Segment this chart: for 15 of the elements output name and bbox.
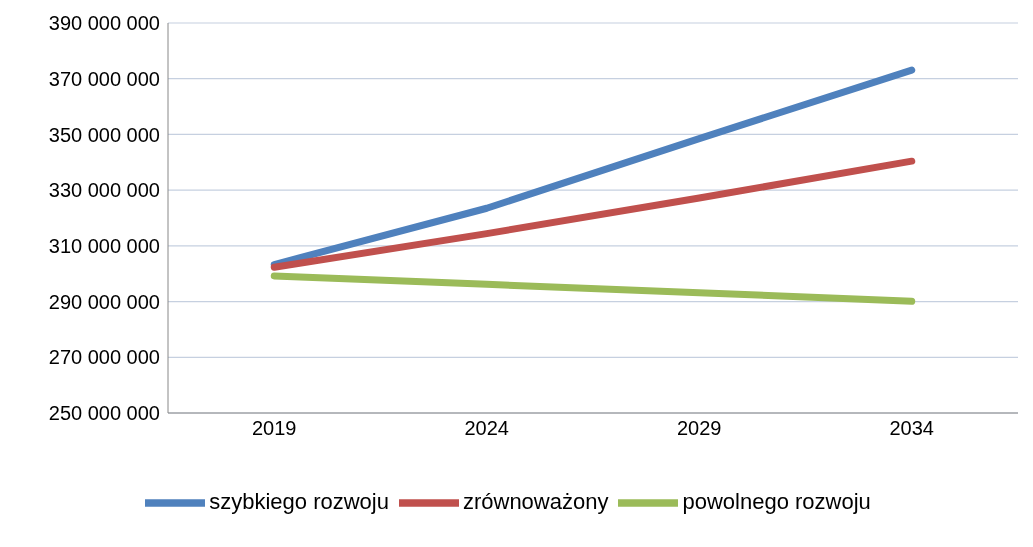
y-tick-label: 350 000 000 xyxy=(48,123,160,146)
x-tick-label: 2019 xyxy=(252,417,297,440)
y-tick-label: 250 000 000 xyxy=(48,402,160,425)
y-tick-label: 390 000 000 xyxy=(48,12,160,35)
y-tick-label: 370 000 000 xyxy=(48,67,160,90)
y-tick-label: 270 000 000 xyxy=(48,346,160,369)
legend-label: szybkiego rozwoju xyxy=(209,488,389,514)
x-tick-label: 2034 xyxy=(889,417,934,440)
y-tick-label: 290 000 000 xyxy=(48,290,160,313)
legend-label: zrównoważony xyxy=(462,488,609,514)
x-tick-label: 2029 xyxy=(677,417,722,440)
y-tick-label: 310 000 000 xyxy=(48,234,160,257)
x-tick-label: 2024 xyxy=(464,417,509,440)
y-tick-label: 330 000 000 xyxy=(48,179,160,202)
legend-label: powolnego rozwoju xyxy=(682,488,871,514)
